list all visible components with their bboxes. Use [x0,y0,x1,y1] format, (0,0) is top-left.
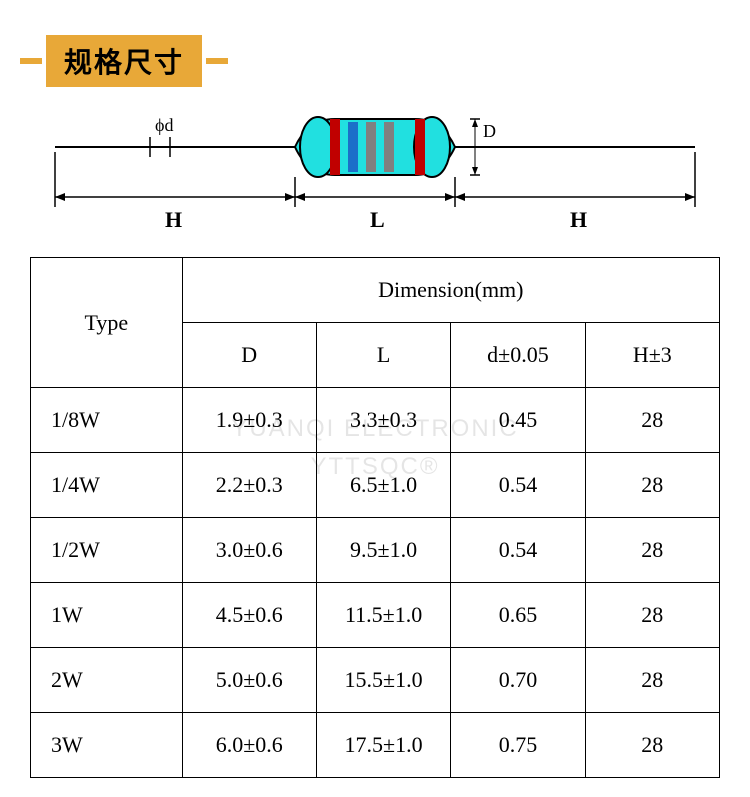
cell-H: 28 [585,648,719,713]
cell-L: 17.5±1.0 [316,713,450,778]
th-L: L [316,323,450,388]
dim-h2-ar [445,193,455,201]
dim-h3-al [455,193,465,201]
cell-type: 1/2W [31,518,183,583]
th-type: Type [31,258,183,388]
label-phi-d: ϕd [155,115,173,135]
cell-type: 2W [31,648,183,713]
th-d: d±0.05 [451,323,585,388]
band-4 [384,122,394,172]
cell-D: 1.9±0.3 [182,388,316,453]
dim-h2-al [295,193,305,201]
dimension-table-wrap: Type Dimension(mm) D L d±0.05 H±3 1/8W 1… [0,247,750,778]
D-arrow-up [472,119,478,127]
table-row: 1/2W 3.0±0.6 9.5±1.0 0.54 28 [31,518,720,583]
band-3 [366,122,376,172]
header-rule-left [20,58,42,64]
label-D: D [483,121,496,141]
cell-L: 6.5±1.0 [316,453,450,518]
dim-h3-ar [685,193,695,201]
cell-d: 0.70 [451,648,585,713]
cell-d: 0.65 [451,583,585,648]
resistor-svg: ϕd D H L H [0,107,750,247]
table-row: 3W 6.0±0.6 17.5±1.0 0.75 28 [31,713,720,778]
table-row: 1/4W 2.2±0.3 6.5±1.0 0.54 28 [31,453,720,518]
band-2 [348,122,358,172]
th-H: H±3 [585,323,719,388]
cell-D: 4.5±0.6 [182,583,316,648]
band-1 [330,119,340,175]
table-row: 2W 5.0±0.6 15.5±1.0 0.70 28 [31,648,720,713]
cell-H: 28 [585,388,719,453]
cell-type: 1/8W [31,388,183,453]
cell-type: 3W [31,713,183,778]
th-dimension: Dimension(mm) [182,258,719,323]
cell-H: 28 [585,453,719,518]
table-row: 1W 4.5±0.6 11.5±1.0 0.65 28 [31,583,720,648]
resistor-diagram: ϕd D H L H [0,107,750,247]
cell-L: 3.3±0.3 [316,388,450,453]
cell-d: 0.54 [451,453,585,518]
cell-H: 28 [585,518,719,583]
cell-type: 1W [31,583,183,648]
label-L: L [370,207,385,232]
th-D: D [182,323,316,388]
header-rule-right [206,58,228,64]
band-5 [415,119,425,175]
cell-d: 0.75 [451,713,585,778]
cell-H: 28 [585,583,719,648]
header-title: 规格尺寸 [64,47,184,78]
dim-h1-al [55,193,65,201]
table-row: 1/8W 1.9±0.3 3.3±0.3 0.45 28 [31,388,720,453]
cell-H: 28 [585,713,719,778]
cell-D: 6.0±0.6 [182,713,316,778]
cell-D: 2.2±0.3 [182,453,316,518]
label-H-left: H [165,207,182,232]
label-H-right: H [570,207,587,232]
dim-h1-ar [285,193,295,201]
cell-D: 3.0±0.6 [182,518,316,583]
section-header: 规格尺寸 [0,0,750,107]
cell-d: 0.45 [451,388,585,453]
dimension-table: Type Dimension(mm) D L d±0.05 H±3 1/8W 1… [30,257,720,778]
header-badge: 规格尺寸 [46,35,202,87]
cell-d: 0.54 [451,518,585,583]
table-header-row-1: Type Dimension(mm) [31,258,720,323]
cell-L: 15.5±1.0 [316,648,450,713]
cell-L: 9.5±1.0 [316,518,450,583]
cell-L: 11.5±1.0 [316,583,450,648]
cell-D: 5.0±0.6 [182,648,316,713]
table-body: 1/8W 1.9±0.3 3.3±0.3 0.45 28 1/4W 2.2±0.… [31,388,720,778]
D-arrow-down [472,167,478,175]
cell-type: 1/4W [31,453,183,518]
